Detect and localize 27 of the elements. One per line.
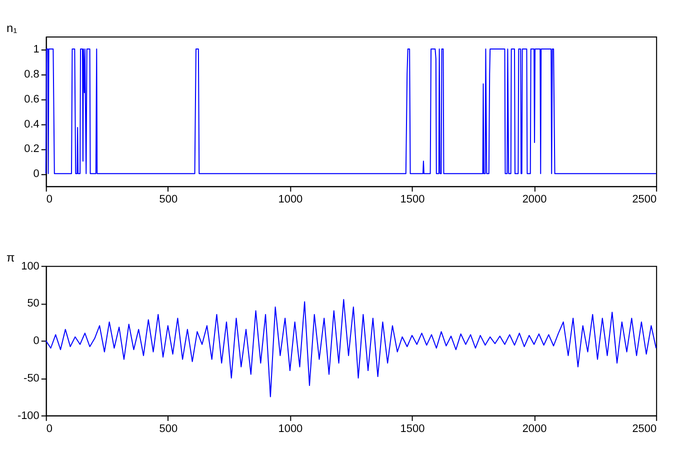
y-tick-label: 1	[33, 43, 40, 56]
x-tick-label: 0	[46, 422, 52, 435]
y-tick-label: 50	[27, 298, 40, 310]
x-tick-label: 2500	[632, 422, 657, 435]
x-tick-label: 2000	[522, 422, 547, 435]
y-tick-label: 0.8	[24, 68, 40, 80]
y-tick-label: 0.4	[24, 118, 40, 130]
x-tick-label: 2500	[632, 194, 657, 206]
y-tick-label: -50	[24, 372, 40, 385]
y-tick-label: 0.6	[24, 93, 40, 106]
y-axis-title: n₁	[6, 21, 18, 36]
x-tick-label: 500	[159, 194, 178, 206]
x-tick-label: 2000	[522, 194, 547, 206]
y-tick-label: 0.2	[24, 143, 40, 156]
x-tick-label: 1500	[400, 194, 425, 206]
y-axis-title: π	[6, 250, 15, 264]
y-tick-label: 0	[33, 335, 40, 348]
y-tick-label: 100	[21, 260, 40, 272]
y-tick-label: -100	[17, 410, 40, 422]
x-tick-label: 500	[159, 422, 178, 435]
line-series	[45, 299, 657, 398]
line-series	[45, 48, 657, 174]
y-tick-label: 0	[33, 168, 40, 180]
x-tick-label: 1000	[278, 422, 303, 435]
x-tick-label: 1500	[400, 422, 425, 435]
x-tick-label: 1000	[278, 194, 303, 206]
x-tick-label: 0	[46, 194, 52, 206]
